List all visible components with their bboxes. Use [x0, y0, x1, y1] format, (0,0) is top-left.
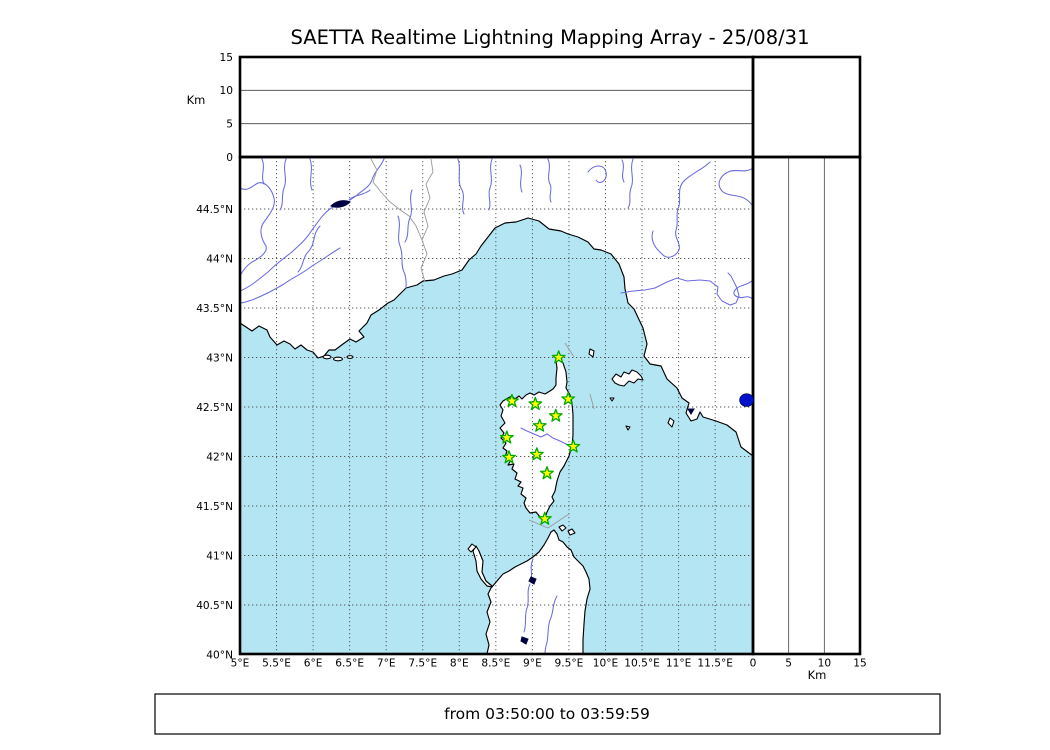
- top-altitude-tick-label: 15: [220, 52, 233, 64]
- right-panel-km-unit: Km: [808, 668, 827, 682]
- longitude-tick-labels: 5°E 5.5°E 6°E 6.5°E 7°E 7.5°E 8°E 8.5°E 9°E 9.5°E…: [231, 658, 734, 670]
- altitude-top-panel: [238, 55, 755, 159]
- station-markers: [499, 350, 581, 525]
- top-altitude-tick-labels: 0 5 10 15: [220, 52, 234, 164]
- lon-tick-label: 11°E: [666, 658, 692, 670]
- border-france-italy: [420, 158, 434, 283]
- lat-tick-label: 44.5°N: [196, 204, 233, 216]
- coastline-layer: [240, 157, 753, 654]
- top-altitude-tick-label: 10: [220, 85, 234, 97]
- lon-tick-label: 9°E: [523, 658, 542, 670]
- island-port-cros: [332, 356, 344, 362]
- station-marker: [566, 439, 581, 453]
- station-marker: [502, 450, 516, 464]
- sea-boundary-east: [589, 393, 595, 410]
- corner-panel: [751, 55, 862, 159]
- lon-tick-label: 5°E: [231, 658, 250, 670]
- lat-tick-label: 43.5°N: [196, 303, 233, 315]
- lon-tick-label: 11.5°E: [697, 658, 733, 670]
- station-marker: [537, 511, 552, 525]
- lon-tick-label: 7.5°E: [408, 658, 437, 670]
- island-giglio: [667, 417, 675, 428]
- station-marker: [528, 396, 543, 411]
- right-altitude-tick-label: 5: [785, 658, 792, 670]
- sea-boundary-cap-corse: [564, 342, 575, 358]
- time-window-label: from 03:50:00 to 03:59:59: [444, 705, 650, 723]
- river-layer: [240, 158, 753, 654]
- sea-boundary-bonifacio-1: [528, 519, 549, 529]
- island-elba: [611, 369, 644, 387]
- lake-coghinas: [528, 576, 537, 585]
- lat-tick-label: 42°N: [206, 451, 233, 463]
- lon-tick-label: 6°E: [304, 658, 323, 670]
- right-altitude-tick-label: 0: [750, 658, 757, 670]
- lon-tick-label: 9.5°E: [555, 658, 584, 670]
- altitude-right-panel: [751, 155, 862, 656]
- top-altitude-tick-label: 0: [226, 152, 233, 164]
- border-layer: [370, 158, 595, 529]
- station-marker: [505, 393, 519, 408]
- lake-serre-poncon: [330, 200, 351, 208]
- lagoon-orbetello: [687, 408, 695, 415]
- station-marker: [551, 350, 566, 364]
- border-france-italy-north: [370, 158, 423, 241]
- lon-tick-label: 8.5°E: [481, 658, 510, 670]
- latitude-tick-labels: 40°N 40.5°N 41°N 41.5°N 42°N 42.5°N 43°N 43.5°N…: [196, 204, 233, 661]
- right-altitude-tick-labels: 0 5 10 15: [750, 658, 867, 670]
- lat-tick-label: 41.5°N: [196, 501, 233, 513]
- lon-tick-label: 7°E: [377, 658, 396, 670]
- lake-sardinia-south: [520, 636, 529, 645]
- figure-title: SAETTA Realtime Lightning Mapping Array …: [291, 26, 810, 49]
- sea-boundary-bonifacio-2: [547, 513, 570, 529]
- island-maddalena-2: [567, 528, 576, 536]
- island-capraia: [588, 348, 595, 358]
- station-marker: [561, 391, 576, 406]
- right-altitude-tick-label: 10: [818, 658, 832, 670]
- right-altitude-tick-label: 15: [853, 658, 866, 670]
- station-marker: [532, 418, 547, 432]
- lon-tick-label: 10.5°E: [624, 658, 660, 670]
- top-altitude-tick-label: 5: [226, 118, 233, 130]
- lake-layer: [330, 200, 695, 645]
- lat-tick-label: 40.5°N: [196, 600, 233, 612]
- lon-tick-label: 6.5°E: [335, 658, 364, 670]
- lon-tick-label: 5.5°E: [262, 658, 291, 670]
- island-maddalena: [558, 524, 567, 532]
- map-frame: [238, 155, 755, 656]
- island-levant: [346, 355, 354, 359]
- lon-tick-label: 10°E: [593, 658, 619, 670]
- station-marker: [540, 466, 554, 480]
- lat-tick-label: 44°N: [206, 253, 233, 265]
- map-panel: [240, 157, 753, 654]
- station-marker: [499, 430, 514, 444]
- island-porquerolles: [322, 354, 332, 360]
- island-pianosa: [609, 397, 615, 402]
- island-asinara: [467, 543, 477, 553]
- top-panel-km-unit: Km: [187, 93, 206, 107]
- time-window-box: from 03:50:00 to 03:59:59: [154, 693, 941, 735]
- lat-tick-label: 43°N: [206, 352, 233, 364]
- detection-marker: [739, 393, 754, 407]
- lat-tick-label: 40°N: [206, 649, 233, 661]
- lat-tick-label: 42.5°N: [196, 402, 233, 414]
- lat-tick-label: 41°N: [206, 550, 233, 562]
- station-marker: [529, 447, 544, 461]
- station-marker: [548, 408, 563, 422]
- island-montecristo: [625, 425, 631, 431]
- detection-markers: [739, 393, 754, 407]
- lon-tick-label: 8°E: [450, 658, 469, 670]
